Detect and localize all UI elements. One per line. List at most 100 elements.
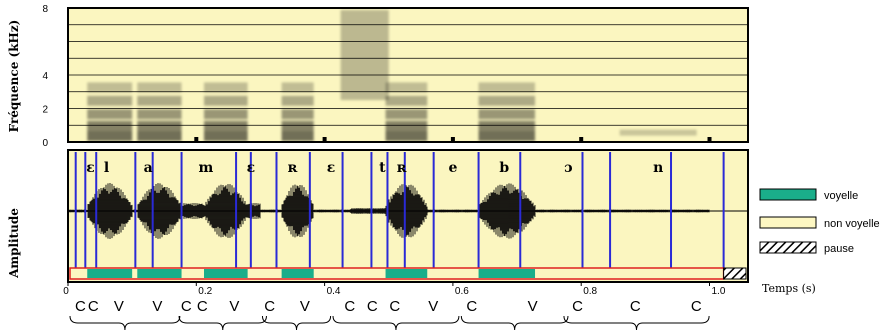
formant-band <box>87 120 133 131</box>
formant-band <box>137 82 182 93</box>
phoneme-label: ɛ <box>86 160 95 176</box>
formant-band <box>281 109 314 120</box>
formant-band <box>281 130 314 141</box>
formant-band <box>281 82 314 93</box>
cv-label: C <box>572 298 583 315</box>
syllable-brace <box>460 315 569 331</box>
cv-label: V <box>528 298 538 315</box>
phoneme-label: ʀ <box>288 160 298 176</box>
formant-band <box>478 82 536 93</box>
syllable-brace <box>332 315 460 331</box>
phoneme-label: m <box>199 160 214 176</box>
time-axis-tick-label: 0.2 <box>198 286 212 297</box>
formant-band <box>87 82 133 93</box>
fricative-noise <box>340 10 389 100</box>
formant-band <box>281 95 314 106</box>
phoneme-label: ɛ <box>247 160 256 176</box>
time-axis-tick-label: 1.0 <box>712 286 726 297</box>
cv-label: C <box>88 298 99 315</box>
cv-label: C <box>75 298 86 315</box>
pause-segment <box>723 267 747 280</box>
phoneme-label: ʀ <box>397 160 407 176</box>
legend-label-nonvowel: non voyelle <box>824 218 880 230</box>
formant-band <box>478 120 536 131</box>
formant-band <box>87 130 133 141</box>
cv-label: V <box>428 298 438 315</box>
time-axis-ticks: 0 0.2 0.4 0.6 0.8 1.0 <box>63 282 726 297</box>
formant-band <box>385 109 428 120</box>
nasal-energy <box>619 129 697 136</box>
time-axis-tick-label: 0.8 <box>583 286 597 297</box>
formant-band <box>87 95 133 106</box>
phoneme-label: a <box>144 160 153 176</box>
vowel-segment <box>478 269 536 278</box>
spectrogram-y-tick-label: 4 <box>42 71 48 82</box>
syllable-brace <box>178 315 267 331</box>
spectrogram-bottom-markers <box>194 137 712 141</box>
formant-band <box>478 95 536 106</box>
syllable-braces <box>69 315 710 331</box>
formant-band <box>385 95 428 106</box>
cv-label: C <box>344 298 355 315</box>
cv-label: C <box>630 298 641 315</box>
formant-band <box>204 109 248 120</box>
legend-label-pause: pause <box>824 243 854 255</box>
spectrogram-y-tick-label: 2 <box>42 105 48 116</box>
cv-label: C <box>691 298 702 315</box>
syllable-brace <box>69 315 181 331</box>
vowel-segment <box>281 269 314 278</box>
formant-band <box>281 120 314 131</box>
phoneme-label: n <box>653 160 663 176</box>
cv-label: V <box>152 298 162 315</box>
formant-band <box>385 120 428 131</box>
vowel-segment <box>204 269 248 278</box>
legend-swatch-pause <box>759 241 817 254</box>
spectrogram-frame <box>67 7 749 143</box>
time-marker <box>450 137 455 141</box>
legend: voyelle non voyelle pause <box>759 188 880 255</box>
phoneme-label: e <box>448 160 457 176</box>
formant-band <box>204 82 248 93</box>
cv-label: C <box>466 298 477 315</box>
waveform-frame <box>67 149 749 283</box>
time-marker <box>322 137 327 141</box>
phoneme-label: ɛ <box>327 160 336 176</box>
cv-label: V <box>114 298 124 315</box>
spectrogram-y-tick-label: 0 <box>42 138 48 149</box>
phoneme-label: b <box>499 160 509 176</box>
formant-band <box>137 95 182 106</box>
vowel-segment <box>87 269 133 278</box>
formant-band <box>204 120 248 131</box>
legend-swatch-nonvowel <box>759 216 817 229</box>
syllable-brace <box>563 315 710 331</box>
time-marker <box>194 137 199 141</box>
formant-band <box>87 109 133 120</box>
vowel-segment <box>137 269 182 278</box>
cv-label: V <box>300 298 310 315</box>
formant-band <box>385 82 428 93</box>
spectrogram-y-ticks: 8 4 2 0 <box>42 4 48 149</box>
cv-label: C <box>264 298 275 315</box>
cv-label: V <box>229 298 239 315</box>
spectrogram-y-tick-label: 8 <box>42 4 48 15</box>
syllable-brace <box>261 315 332 331</box>
cv-label: C <box>367 298 378 315</box>
time-marker <box>707 137 712 141</box>
cv-label: C <box>181 298 192 315</box>
spectrogram-panel: 8 4 2 0 Fréquence (kHz) <box>7 4 749 149</box>
phoneme-label: ɔ <box>564 160 573 176</box>
time-axis-label: Temps (s) <box>762 282 816 295</box>
vowel-segment <box>385 269 428 278</box>
formant-band <box>137 109 182 120</box>
spectrogram-y-label: Fréquence (kHz) <box>7 20 21 133</box>
phoneme-label: l <box>104 160 109 176</box>
formant-band <box>385 130 428 141</box>
segment-boundaries <box>74 152 725 268</box>
cv-label: C <box>197 298 208 315</box>
legend-label-vowel: voyelle <box>824 190 858 202</box>
segment-bar <box>69 267 747 280</box>
